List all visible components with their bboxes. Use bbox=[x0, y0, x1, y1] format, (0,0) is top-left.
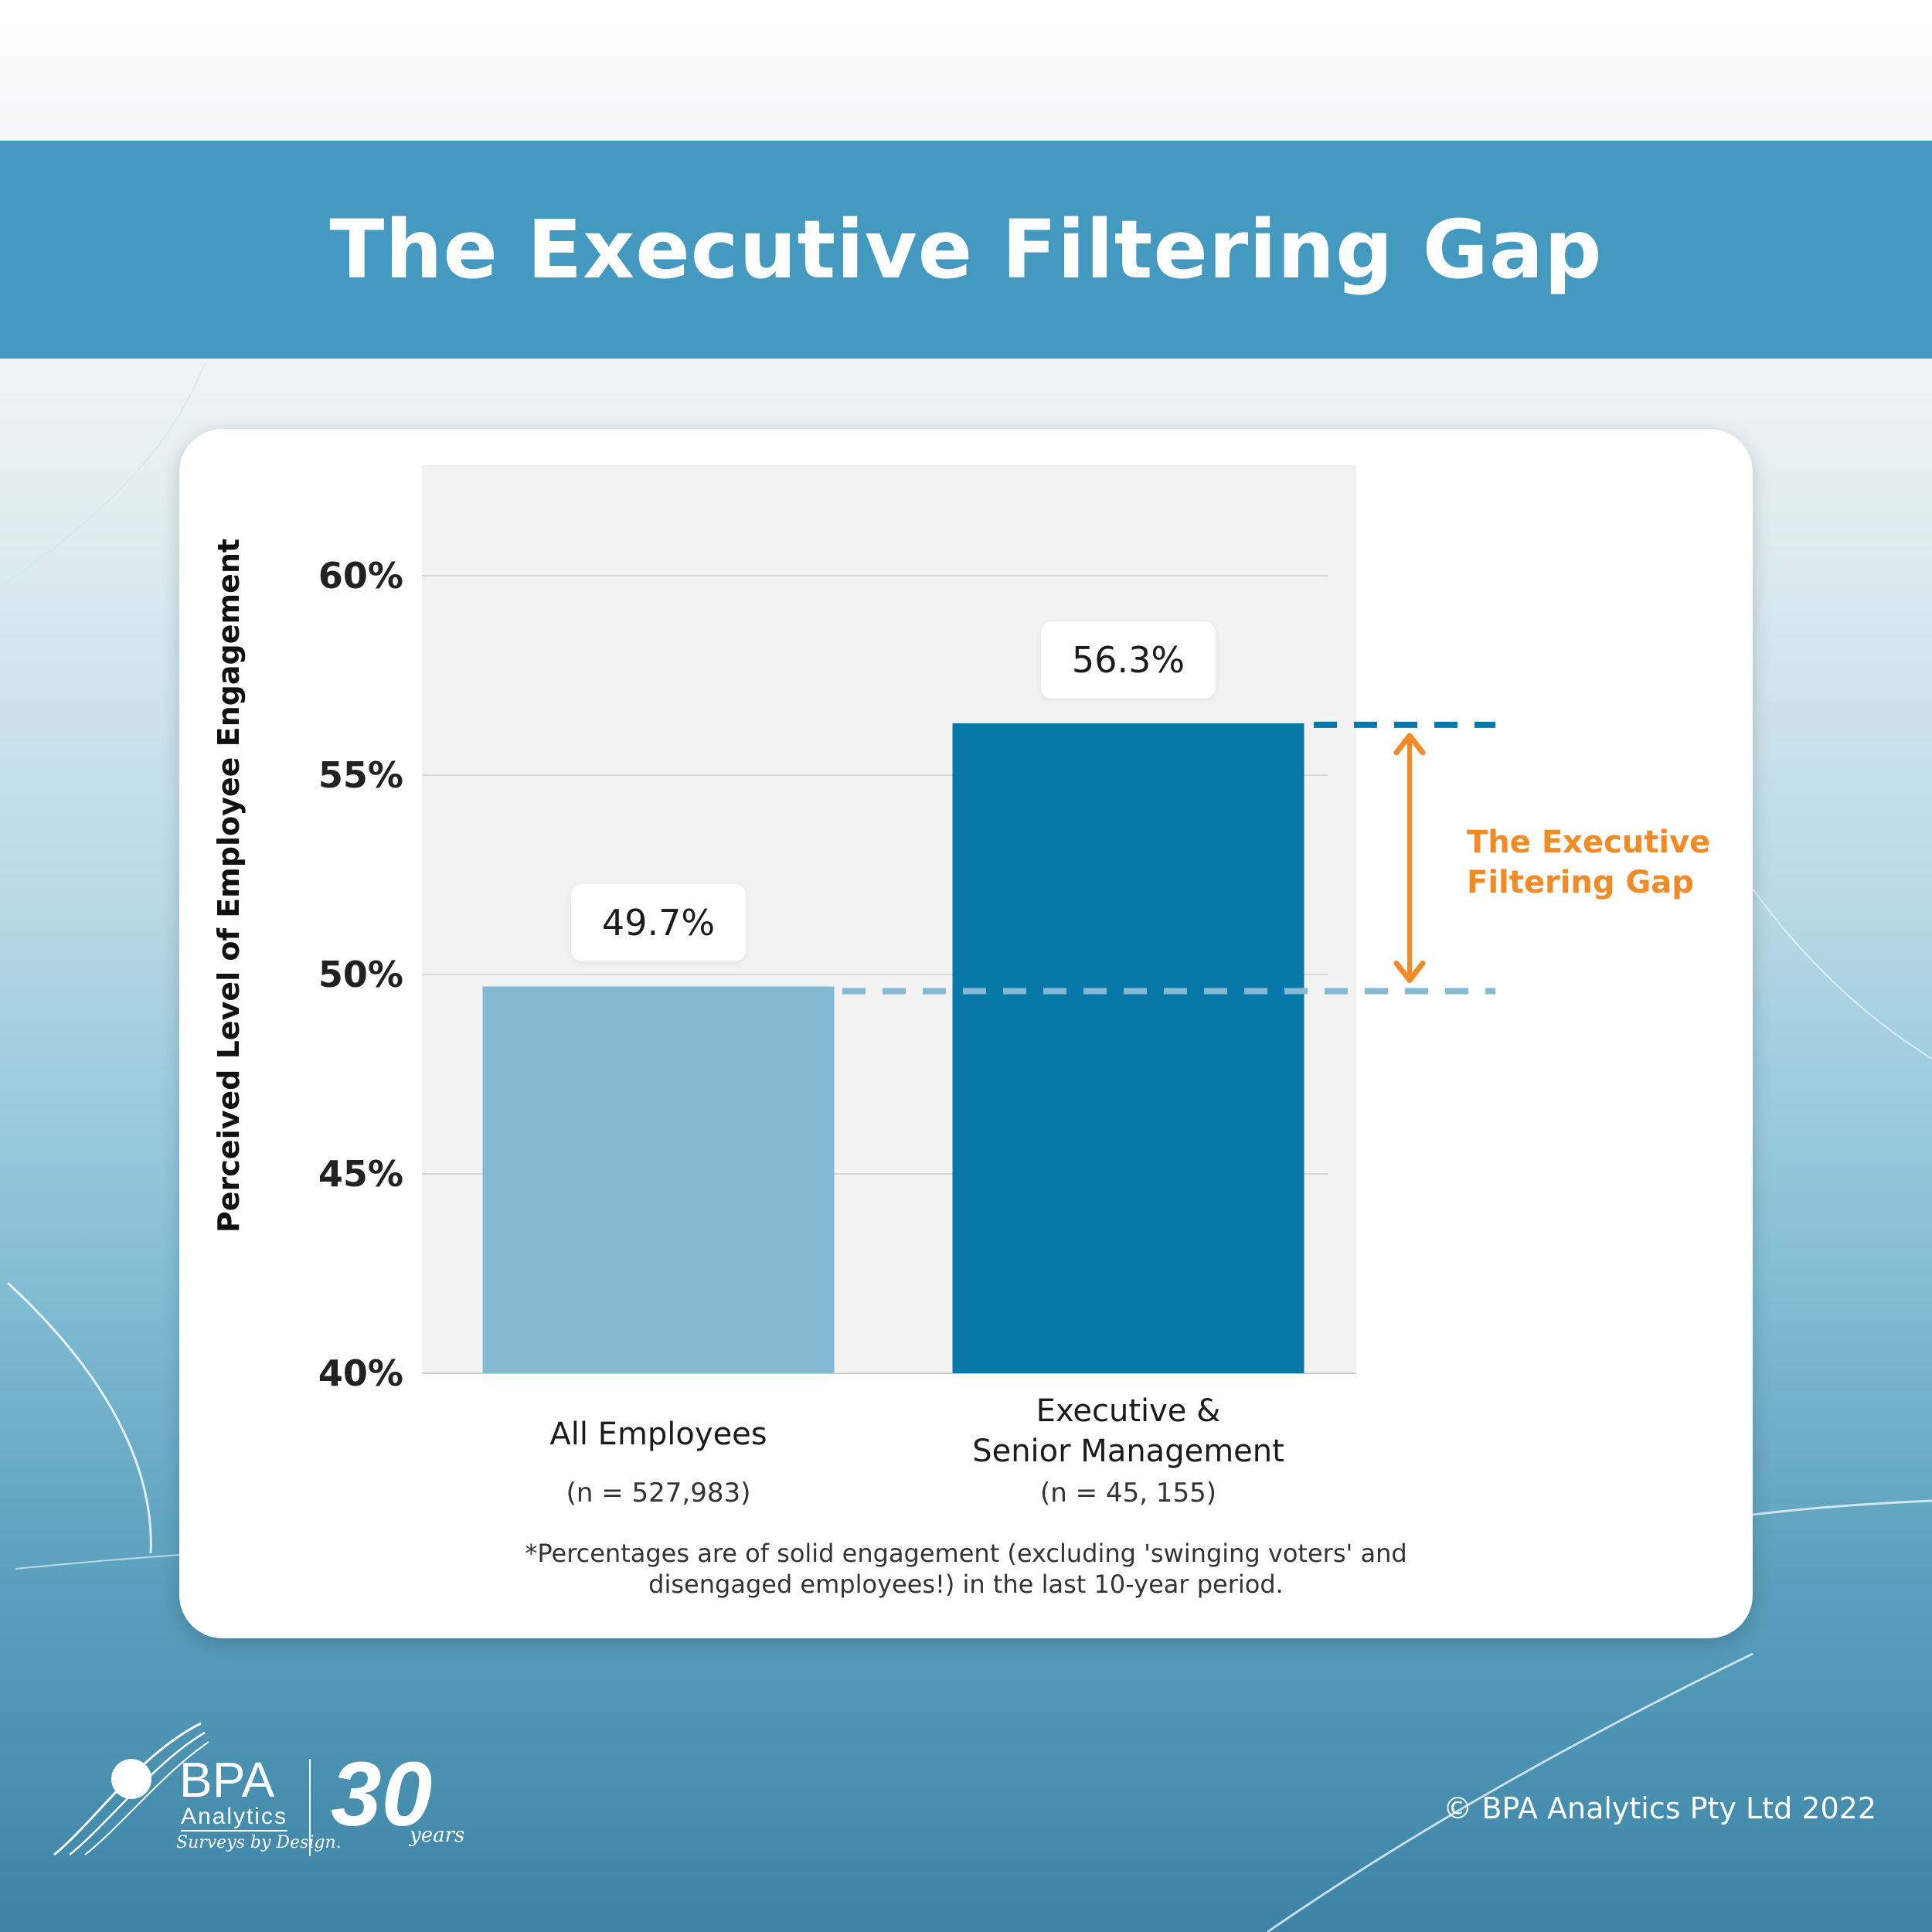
footnote: *Percentages are of solid engagement (ex… bbox=[340, 1538, 1592, 1600]
value-label: 49.7% bbox=[571, 884, 746, 962]
y-tick-label: 55% bbox=[318, 754, 403, 796]
y-tick-label: 60% bbox=[318, 555, 403, 597]
sample-size-label: (n = 45, 155) bbox=[1040, 1478, 1216, 1509]
value-label: 56.3% bbox=[1041, 621, 1216, 699]
title-band: The Executive Filtering Gap bbox=[0, 141, 1932, 359]
x-category-label-line: Senior Management bbox=[972, 1434, 1284, 1469]
bar bbox=[952, 723, 1304, 1373]
y-axis-title: Perceived Level of Employee Engagement bbox=[212, 538, 246, 1233]
footnote-line-1: *Percentages are of solid engagement (ex… bbox=[525, 1539, 1407, 1568]
y-tick-label: 45% bbox=[318, 1153, 403, 1195]
gap-arrow-head-down bbox=[1393, 960, 1426, 983]
footnote-line-2: disengaged employees!) in the last 10-ye… bbox=[648, 1570, 1284, 1599]
sample-size-label: (n = 527,983) bbox=[566, 1478, 751, 1509]
copyright: © BPA Analytics Pty Ltd 2022 bbox=[1443, 1791, 1876, 1825]
gap-annotation-line-1: The Executive bbox=[1467, 825, 1711, 860]
x-category-label: All Employees bbox=[427, 1414, 890, 1454]
bpa-logo-icon bbox=[53, 1722, 209, 1856]
x-category-label-line: All Employees bbox=[549, 1417, 767, 1452]
bar bbox=[482, 986, 835, 1373]
brand-sub: Analytics bbox=[181, 1804, 288, 1832]
x-category-label: Executive & Senior Management bbox=[896, 1391, 1360, 1471]
logo-divider bbox=[309, 1759, 311, 1856]
gap-annotation-line-2: Filtering Gap bbox=[1467, 865, 1694, 900]
page-title: The Executive Filtering Gap bbox=[329, 202, 1603, 297]
brand-tagline: Surveys by Design. bbox=[176, 1833, 342, 1852]
gap-annotation: The Executive Filtering Gap bbox=[1467, 822, 1745, 903]
y-tick-label: 50% bbox=[318, 954, 403, 995]
anniversary-word: years bbox=[410, 1824, 465, 1847]
brand-name: BPA bbox=[179, 1752, 275, 1808]
x-category-label-line: Executive & bbox=[1036, 1393, 1221, 1429]
anniversary-number: 30 bbox=[331, 1743, 433, 1845]
y-tick-label: 40% bbox=[318, 1352, 403, 1394]
top-band bbox=[0, 0, 1932, 141]
gap-arrow-head-up bbox=[1393, 733, 1426, 756]
